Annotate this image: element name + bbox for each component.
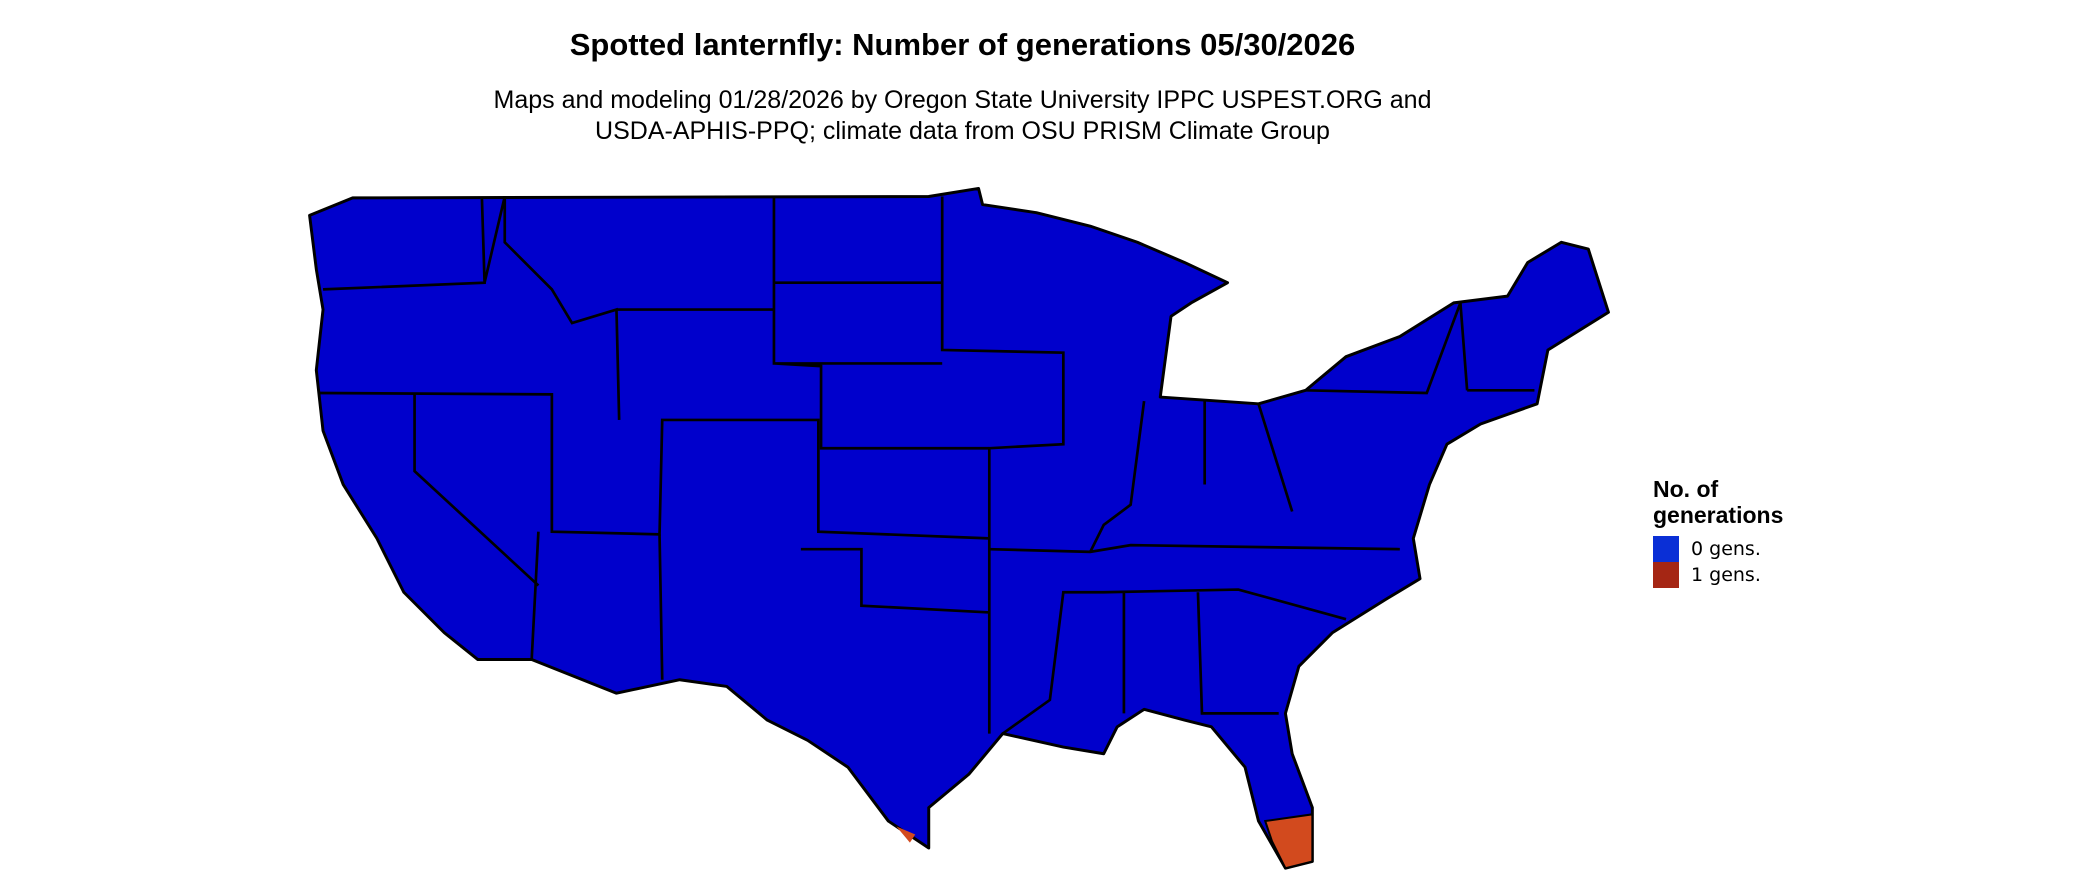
legend-label: 1 gens. xyxy=(1691,564,1761,586)
legend-swatch-red xyxy=(1653,562,1679,588)
subtitle-line-2: USDA-APHIS-PPQ; climate data from OSU PR… xyxy=(595,117,1330,145)
us-outline xyxy=(308,186,1610,870)
legend-title-line-2: generations xyxy=(1653,502,1784,528)
legend-item-1-gens: 1 gens. xyxy=(1653,562,1783,588)
legend-label: 0 gens. xyxy=(1691,538,1761,560)
texas-1-gen-area xyxy=(896,826,916,843)
map-title: Spotted lanternfly: Number of generation… xyxy=(569,27,1356,62)
legend-title: No. of generations xyxy=(1653,476,1783,528)
legend-item-0-gens: 0 gens. xyxy=(1653,536,1783,562)
state-borders xyxy=(318,196,1535,735)
map-subtitle: Maps and modeling 01/28/2026 by Oregon S… xyxy=(0,85,1925,147)
subtitle-line-1: Maps and modeling 01/28/2026 by Oregon S… xyxy=(493,86,1432,114)
florida-1-gen-area xyxy=(1263,813,1314,870)
legend-swatch-blue xyxy=(1653,536,1679,562)
legend: No. of generations 0 gens. 1 gens. xyxy=(1653,476,1783,588)
legend-title-line-1: No. of xyxy=(1653,476,1719,502)
